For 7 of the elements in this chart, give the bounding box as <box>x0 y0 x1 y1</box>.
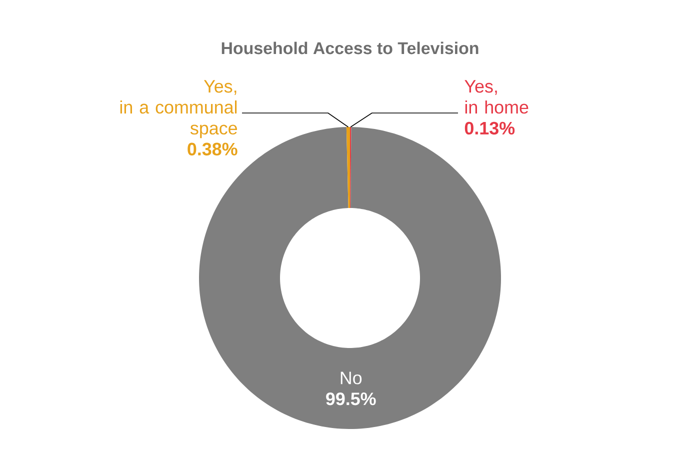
chart-title: Household Access to Television <box>222 42 478 54</box>
data-label: 0.13% <box>464 122 515 135</box>
data-label: 0.38% <box>188 142 238 156</box>
slice-label: No <box>340 372 362 384</box>
slice-label: Yes, in home <box>464 80 528 114</box>
slice-label: Yes, in a communal space <box>120 80 237 138</box>
data-label: 99.5% <box>326 392 376 406</box>
